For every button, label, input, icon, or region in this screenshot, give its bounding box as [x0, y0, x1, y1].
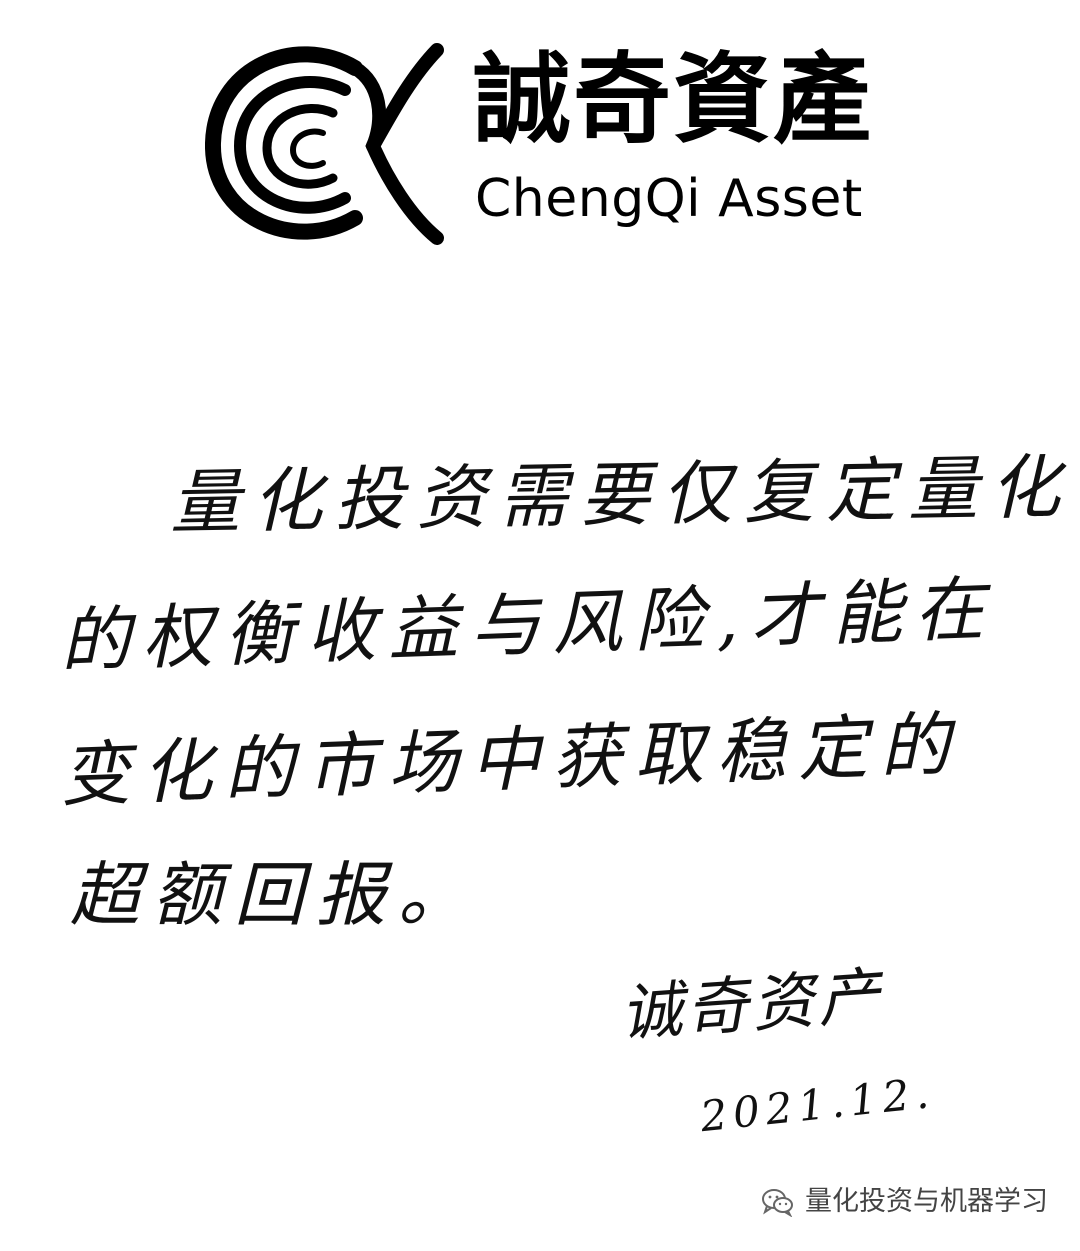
watermark: 量化投资与机器学习 — [761, 1180, 1048, 1224]
handwritten-message: 量化投资需要仅复定量化 的权衡收益与风险,才能在 变化的市场中获取稳定的 超额回… — [40, 440, 1073, 1000]
message-line-2: 的权衡收益与风险,才能在 — [58, 567, 998, 683]
watermark-text: 量化投资与机器学习 — [805, 1186, 1048, 1217]
wechat-icon — [762, 1189, 793, 1217]
message-line-1: 量化投资需要仅复定量化 — [169, 446, 1073, 544]
message-line-4: 超额回报。 — [70, 854, 480, 936]
logo-english-name: ChengQi Asset — [475, 169, 863, 229]
alpha-swirl-logo-icon — [205, 43, 444, 245]
signature-name: 诚奇资产 — [617, 958, 887, 1051]
signature-date: 2021.12. — [698, 1067, 937, 1142]
message-line-3: 变化的市场中获取稳定的 — [58, 703, 964, 817]
company-logo: 誠奇資產 ChengQi Asset — [205, 38, 905, 248]
logo-chinese-name: 誠奇資產 — [473, 43, 874, 157]
